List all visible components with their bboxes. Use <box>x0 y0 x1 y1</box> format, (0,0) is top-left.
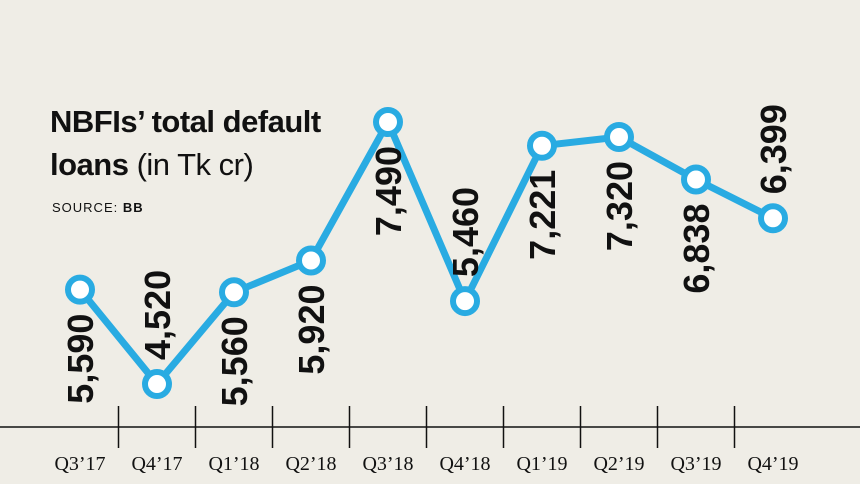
data-label: 7,320 <box>599 161 640 251</box>
x-tick-label: Q1’18 <box>208 453 259 475</box>
x-tick-label: Q4’19 <box>747 453 798 475</box>
data-point <box>450 286 480 317</box>
x-tick-label: Q3’19 <box>670 453 721 475</box>
data-label: 4,520 <box>137 270 178 360</box>
data-point <box>604 121 634 152</box>
data-label-group: 7,490 <box>368 146 409 236</box>
data-label: 6,399 <box>753 104 794 194</box>
x-tick-label: Q3’18 <box>362 453 413 475</box>
title-line-2: loans <box>50 147 129 182</box>
data-label-group: 5,590 <box>60 314 101 404</box>
data-label-group: 7,320 <box>599 161 640 251</box>
data-label: 5,590 <box>60 314 101 404</box>
data-label: 6,838 <box>676 204 717 294</box>
data-label-group: 6,838 <box>676 204 717 294</box>
data-point <box>373 107 403 137</box>
x-tick-label: Q4’17 <box>131 453 182 475</box>
x-tick-label: Q4’18 <box>439 453 490 475</box>
data-label: 5,560 <box>214 316 255 406</box>
data-point <box>758 203 788 234</box>
data-label: 7,490 <box>368 146 409 236</box>
source-value: BB <box>122 200 144 215</box>
data-point <box>681 164 711 195</box>
x-tick-label: Q1’19 <box>516 453 567 475</box>
data-point <box>527 130 557 161</box>
title-unit: (in Tk cr) <box>136 147 254 182</box>
data-point <box>219 277 249 308</box>
x-tick-label: Q2’18 <box>285 453 336 475</box>
data-label-group: 7,221 <box>522 170 563 260</box>
data-point <box>65 274 95 305</box>
data-label-group: 6,399 <box>753 104 794 194</box>
data-point <box>142 369 172 399</box>
data-label-group: 5,920 <box>291 284 332 374</box>
data-label: 5,460 <box>445 187 486 277</box>
data-point <box>296 245 326 276</box>
data-label-group: 4,520 <box>137 270 178 360</box>
data-label-group: 5,560 <box>214 316 255 406</box>
source-label: SOURCE: <box>52 200 119 215</box>
data-label: 7,221 <box>522 170 563 260</box>
x-tick-label: Q2’19 <box>593 453 644 475</box>
data-label: 5,920 <box>291 284 332 374</box>
title-line-1: NBFIs’ total default <box>50 104 321 139</box>
data-label-group: 5,460 <box>445 187 486 277</box>
chart-title: NBFIs’ total default loans (in Tk cr) <box>50 100 321 186</box>
series-line <box>76 118 777 388</box>
x-tick-label: Q3’17 <box>54 453 105 475</box>
source-note: SOURCE: BB <box>52 200 144 215</box>
